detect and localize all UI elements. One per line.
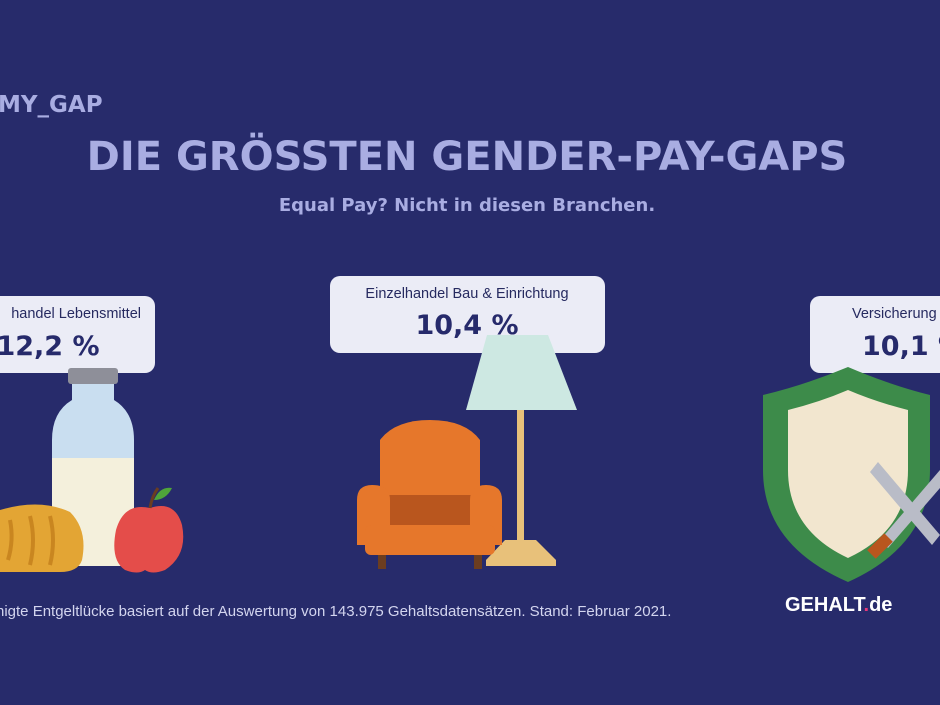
card	[0, 296, 155, 373]
card-value: 12,2 %	[0, 331, 100, 362]
shield-illustration	[763, 367, 940, 582]
logo-part: GEHALT	[785, 594, 866, 616]
card	[330, 276, 605, 353]
title: DIE GRÖSSTEN GENDER-PAY-GAPS	[87, 132, 848, 180]
hashtag: MY_GAP	[0, 92, 103, 118]
logo-part: .	[864, 594, 870, 616]
footnote: nigte Entgeltlücke basiert auf der Auswe…	[0, 603, 671, 620]
card-value: 10,1 %	[862, 331, 940, 362]
logo-part: de	[869, 594, 892, 616]
furniture-illustration	[357, 335, 577, 569]
subtitle: Equal Pay? Nicht in diesen Branchen.	[279, 195, 655, 216]
card	[810, 296, 940, 373]
card-label: Versicherung	[852, 306, 937, 322]
card-label: Einzelhandel Bau & Einrichtung	[365, 286, 568, 302]
logo: GEHALT.de	[785, 594, 892, 616]
card-label: handel Lebensmittel	[11, 306, 141, 322]
food-illustration	[0, 368, 184, 573]
